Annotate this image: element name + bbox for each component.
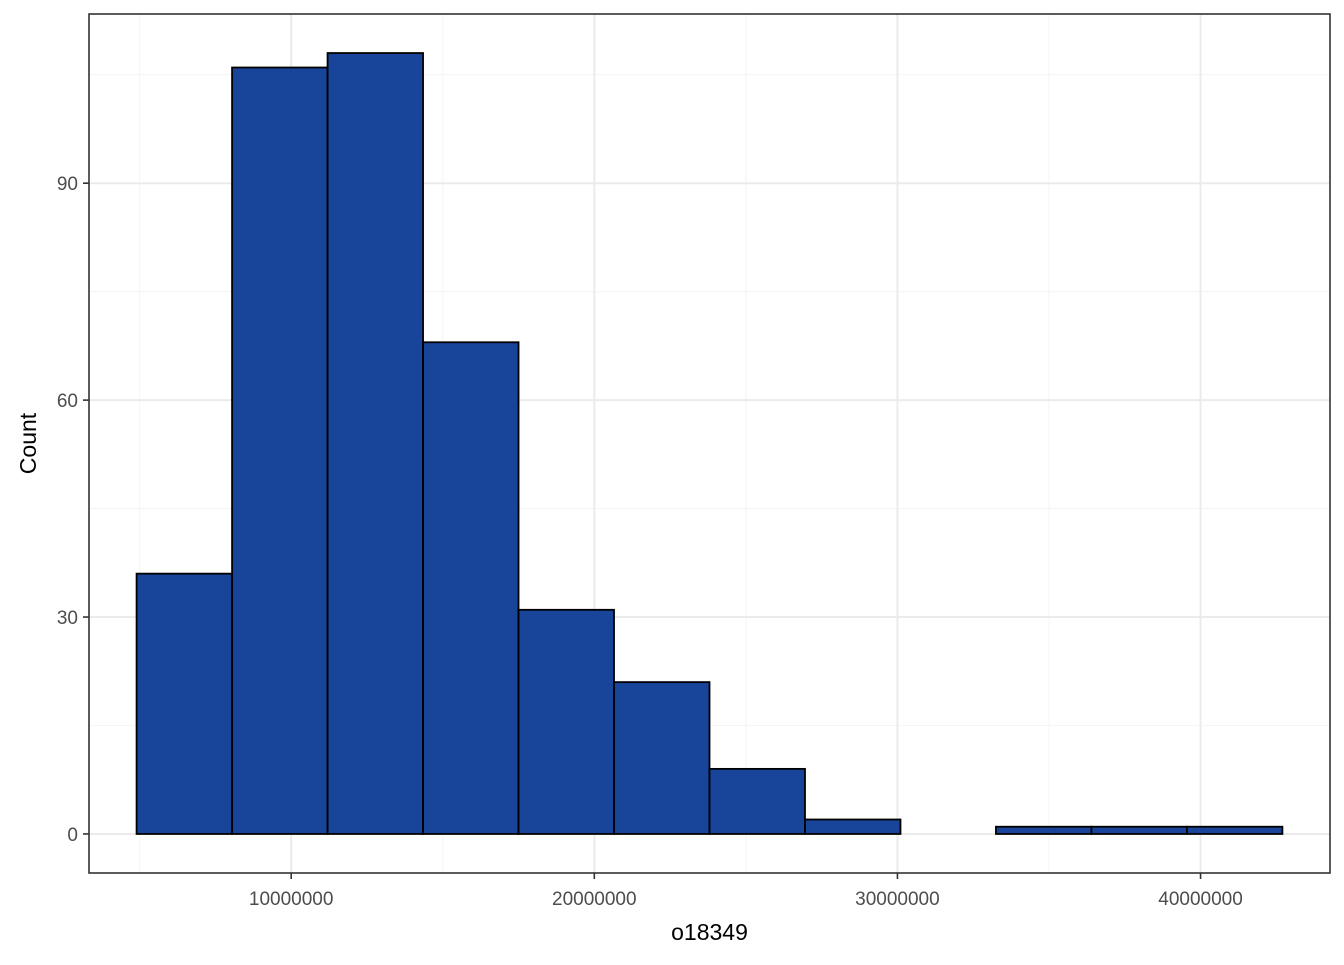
y-tick-label: 0 bbox=[67, 825, 78, 846]
y-tick-label: 90 bbox=[57, 174, 78, 195]
y-tick-label: 60 bbox=[57, 391, 78, 412]
x-tick-label: 20000000 bbox=[552, 889, 637, 910]
histogram-bar bbox=[517, 608, 615, 835]
y-tick-label: 30 bbox=[57, 608, 78, 629]
histogram-bar bbox=[804, 818, 902, 835]
ticks-layer: 10000000 20000000 30000000 40000000 0 30 60 90 bbox=[57, 174, 1243, 910]
histogram-bar bbox=[1186, 825, 1284, 835]
histogram-bar bbox=[422, 341, 520, 835]
histogram-bar bbox=[613, 681, 711, 835]
histogram-bar bbox=[1090, 825, 1188, 835]
panel-border bbox=[88, 13, 1331, 874]
y-axis-title: Count bbox=[15, 412, 41, 474]
x-tick-label: 40000000 bbox=[1158, 889, 1243, 910]
x-tick-label: 30000000 bbox=[855, 889, 940, 910]
bars-layer bbox=[135, 52, 1284, 835]
x-tick-label: 10000000 bbox=[249, 889, 334, 910]
histogram-bar bbox=[995, 825, 1093, 835]
histogram-bar bbox=[708, 767, 806, 835]
histogram-bar bbox=[231, 66, 329, 835]
histogram-bar bbox=[135, 572, 233, 835]
x-axis-title: o18349 bbox=[671, 919, 748, 945]
histogram-bar bbox=[326, 52, 424, 835]
